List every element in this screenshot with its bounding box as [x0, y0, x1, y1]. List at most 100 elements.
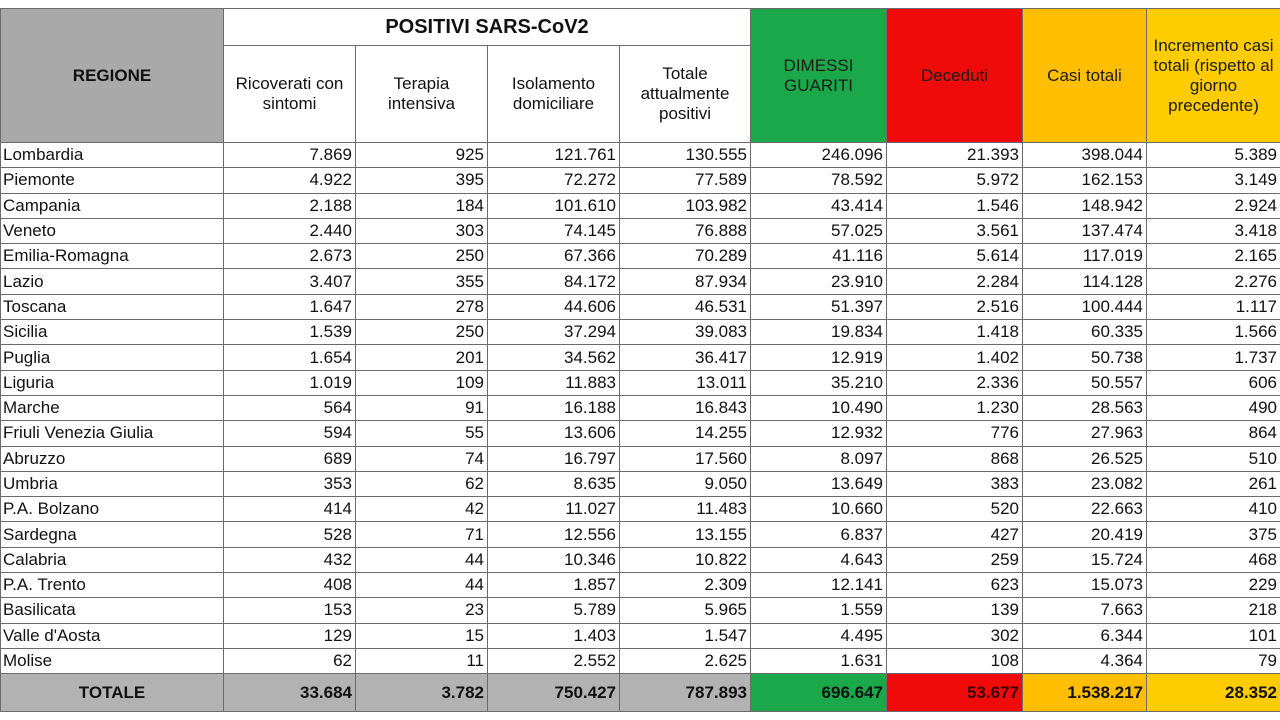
- cell-casi-totali: 23.082: [1022, 470, 1147, 498]
- table-row: P.A. Trento 408 44 1.857 2.309 12.141 623 15.07…: [0, 572, 1280, 599]
- cell-isolamento: 44.606: [487, 293, 620, 321]
- cell-deceduti: 1.230: [886, 394, 1023, 422]
- totale-isolamento: 750.427: [487, 673, 620, 713]
- cell-casi-totali: 60.335: [1022, 319, 1147, 346]
- cell-casi-totali: 28.563: [1022, 394, 1147, 422]
- cell-regione: Emilia-Romagna: [0, 243, 224, 270]
- cell-terapia: 250: [355, 243, 488, 270]
- table-row: Sicilia 1.539 250 37.294 39.083 19.834 1.418 60…: [0, 319, 1280, 346]
- cell-ricoverati: 353: [223, 470, 356, 498]
- cell-totale-positivi: 13.155: [619, 521, 751, 548]
- cell-terapia: 55: [355, 420, 488, 447]
- cell-dimessi: 57.025: [750, 217, 887, 245]
- header-deceduti: Deceduti: [886, 8, 1023, 143]
- cell-terapia: 250: [355, 319, 488, 346]
- table-row: Toscana 1.647 278 44.606 46.531 51.397 2.516 10…: [0, 293, 1280, 321]
- cell-incremento: 3.149: [1146, 167, 1280, 194]
- cell-totale-positivi: 13.011: [619, 369, 751, 396]
- cell-ricoverati: 129: [223, 622, 356, 649]
- cell-regione: Basilicata: [0, 597, 224, 624]
- cell-terapia: 303: [355, 217, 488, 245]
- cell-isolamento: 12.556: [487, 521, 620, 548]
- cell-regione: Campania: [0, 192, 224, 219]
- cell-deceduti: 5.614: [886, 243, 1023, 270]
- cell-dimessi: 43.414: [750, 192, 887, 219]
- table-row: Liguria 1.019 109 11.883 13.011 35.210 2.336 50…: [0, 369, 1280, 396]
- cell-totale-positivi: 103.982: [619, 192, 751, 219]
- cell-casi-totali: 7.663: [1022, 597, 1147, 624]
- cell-regione: Abruzzo: [0, 445, 224, 472]
- cell-terapia: 355: [355, 268, 488, 295]
- cell-ricoverati: 408: [223, 572, 356, 599]
- cell-terapia: 44: [355, 572, 488, 599]
- cell-isolamento: 5.789: [487, 597, 620, 624]
- cell-terapia: 62: [355, 470, 488, 498]
- cell-casi-totali: 20.419: [1022, 521, 1147, 548]
- header-casi-totali: Casi totali: [1022, 8, 1147, 143]
- cell-casi-totali: 114.128: [1022, 268, 1147, 295]
- cell-isolamento: 74.145: [487, 217, 620, 245]
- table-row: Umbria 353 62 8.635 9.050 13.649 383 23.082 261: [0, 470, 1280, 498]
- cell-deceduti: 776: [886, 420, 1023, 447]
- cell-incremento: 375: [1146, 521, 1280, 548]
- cell-deceduti: 139: [886, 597, 1023, 624]
- cell-terapia: 184: [355, 192, 488, 219]
- cell-casi-totali: 15.724: [1022, 546, 1147, 574]
- cell-regione: Umbria: [0, 470, 224, 498]
- cell-dimessi: 10.490: [750, 394, 887, 422]
- table-row: Calabria 432 44 10.346 10.822 4.643 259 15.724 4…: [0, 546, 1280, 574]
- totale-dimessi: 696.647: [750, 673, 887, 713]
- cell-incremento: 218: [1146, 597, 1280, 624]
- totale-incremento: 28.352: [1146, 673, 1280, 713]
- cell-isolamento: 11.027: [487, 496, 620, 523]
- cell-dimessi: 10.660: [750, 496, 887, 523]
- totale-deceduti: 53.677: [886, 673, 1023, 713]
- cell-casi-totali: 137.474: [1022, 217, 1147, 245]
- table-row: Sardegna 528 71 12.556 13.155 6.837 427 20.419 3…: [0, 521, 1280, 548]
- table-body: Lombardia 7.869 925 121.761 130.555 246.096 21…: [0, 141, 1280, 675]
- cell-totale-positivi: 1.547: [619, 622, 751, 649]
- cell-casi-totali: 26.525: [1022, 445, 1147, 472]
- cell-isolamento: 67.366: [487, 243, 620, 270]
- cell-dimessi: 1.559: [750, 597, 887, 624]
- cell-dimessi: 4.643: [750, 546, 887, 574]
- cell-totale-positivi: 130.555: [619, 141, 751, 169]
- cell-deceduti: 868: [886, 445, 1023, 472]
- cell-regione: P.A. Trento: [0, 572, 224, 599]
- cell-regione: Lombardia: [0, 141, 224, 169]
- cell-deceduti: 259: [886, 546, 1023, 574]
- table-row: Abruzzo 689 74 16.797 17.560 8.097 868 26.525 51…: [0, 445, 1280, 472]
- totale-label: TOTALE: [0, 673, 224, 713]
- cell-incremento: 864: [1146, 420, 1280, 447]
- table-row: Molise 62 11 2.552 2.625 1.631 108 4.364 79: [0, 647, 1280, 675]
- cell-regione: Veneto: [0, 217, 224, 245]
- totale-terapia: 3.782: [355, 673, 488, 713]
- cell-isolamento: 16.188: [487, 394, 620, 422]
- cell-ricoverati: 1.647: [223, 293, 356, 321]
- cell-ricoverati: 564: [223, 394, 356, 422]
- table-row: Piemonte 4.922 395 72.272 77.589 78.592 5.972 1…: [0, 167, 1280, 194]
- cell-deceduti: 2.284: [886, 268, 1023, 295]
- cell-casi-totali: 15.073: [1022, 572, 1147, 599]
- cell-ricoverati: 7.869: [223, 141, 356, 169]
- cell-totale-positivi: 46.531: [619, 293, 751, 321]
- header-totale-positivi: Totale attualmente positivi: [619, 45, 751, 143]
- cell-incremento: 1.117: [1146, 293, 1280, 321]
- cell-terapia: 925: [355, 141, 488, 169]
- cell-dimessi: 13.649: [750, 470, 887, 498]
- cell-deceduti: 3.561: [886, 217, 1023, 245]
- cell-dimessi: 8.097: [750, 445, 887, 472]
- cell-dimessi: 78.592: [750, 167, 887, 194]
- totale-ricoverati: 33.684: [223, 673, 356, 713]
- table-row: Emilia-Romagna 2.673 250 67.366 70.289 41.116…: [0, 243, 1280, 270]
- cell-totale-positivi: 2.309: [619, 572, 751, 599]
- cell-ricoverati: 594: [223, 420, 356, 447]
- cell-ricoverati: 2.440: [223, 217, 356, 245]
- cell-regione: Molise: [0, 647, 224, 675]
- cell-ricoverati: 432: [223, 546, 356, 574]
- header-incremento: Incremento casi totali (rispetto al gior…: [1146, 8, 1280, 143]
- cell-incremento: 468: [1146, 546, 1280, 574]
- cell-incremento: 5.389: [1146, 141, 1280, 169]
- cell-deceduti: 108: [886, 647, 1023, 675]
